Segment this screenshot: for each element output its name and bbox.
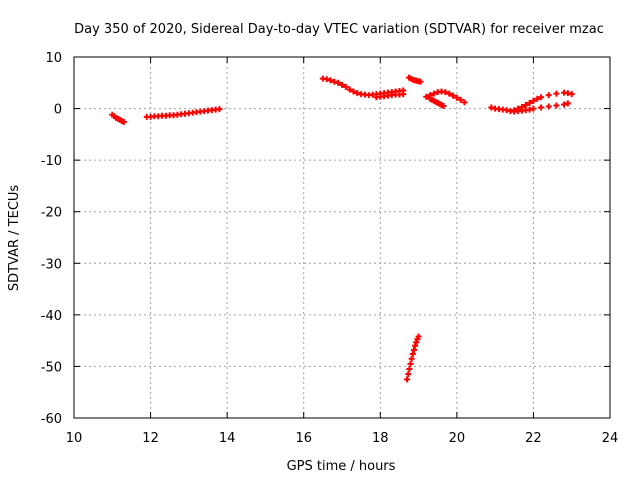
data-point	[457, 96, 464, 103]
data-point	[342, 83, 349, 90]
x-tick-label: 24	[602, 431, 619, 446]
data-point	[564, 100, 571, 107]
y-tick-label: 0	[54, 103, 62, 118]
data-point	[568, 91, 575, 98]
axis-ticks: 10 12 14 16 18 20 22 24 10 0 -10 -20 -30 -40 -50 -60	[41, 51, 619, 446]
x-tick-label: 20	[449, 431, 466, 446]
data-point	[526, 106, 533, 113]
data-point	[538, 104, 545, 111]
data-point	[430, 90, 437, 97]
data-point	[406, 366, 413, 373]
chart-title: Day 350 of 2020, Sidereal Day-to-day VTE…	[74, 22, 604, 37]
y-axis-label: SDTVAR / TECUs	[7, 185, 22, 292]
x-axis-label: GPS time / hours	[287, 459, 396, 474]
data-point	[518, 104, 525, 111]
data-point	[327, 77, 334, 84]
y-tick-label: -60	[41, 412, 62, 427]
data-point	[553, 102, 560, 109]
data-points	[109, 74, 575, 383]
data-point	[407, 360, 414, 367]
data-point	[408, 355, 415, 362]
data-point	[453, 94, 460, 101]
data-point	[534, 95, 541, 102]
data-point	[440, 102, 447, 109]
x-tick-label: 22	[525, 431, 542, 446]
y-tick-label: -40	[41, 309, 62, 324]
data-point	[400, 91, 407, 98]
data-point	[515, 105, 522, 112]
x-tick-label: 12	[142, 431, 159, 446]
data-point	[410, 346, 417, 353]
data-point	[511, 107, 518, 114]
data-point	[413, 339, 420, 346]
data-point	[354, 90, 361, 97]
data-point	[423, 93, 430, 100]
data-point	[120, 118, 127, 125]
data-point	[339, 81, 345, 88]
data-point	[450, 92, 457, 99]
data-point	[561, 101, 568, 108]
data-point	[538, 94, 545, 101]
y-tick-label: -50	[41, 360, 62, 375]
data-point	[335, 79, 342, 86]
x-tick-label: 16	[295, 431, 312, 446]
data-point	[405, 371, 412, 378]
data-point	[545, 103, 552, 110]
data-point	[417, 78, 424, 85]
data-point	[553, 90, 560, 97]
data-point	[526, 99, 533, 106]
data-point	[412, 342, 419, 349]
x-tick-label: 18	[372, 431, 389, 446]
data-point	[564, 90, 571, 97]
y-tick-label: -30	[41, 257, 62, 272]
data-point	[488, 104, 495, 111]
data-point	[415, 333, 422, 340]
data-point	[545, 92, 552, 99]
y-tick-label: -20	[41, 206, 62, 221]
x-tick-label: 10	[66, 431, 83, 446]
data-point	[503, 107, 510, 114]
plot-frame	[73, 56, 611, 419]
data-point	[522, 101, 529, 108]
data-point	[216, 106, 223, 113]
data-point	[350, 88, 357, 95]
data-point	[446, 90, 453, 97]
y-tick-label: 10	[45, 51, 62, 66]
y-tick-label: -10	[41, 154, 62, 169]
data-point	[442, 89, 449, 96]
data-point	[404, 376, 411, 383]
x-tick-label: 14	[219, 431, 236, 446]
data-point	[461, 99, 468, 106]
data-point	[323, 76, 330, 83]
data-point	[346, 86, 353, 93]
data-point	[530, 97, 537, 104]
data-point	[530, 105, 537, 112]
data-point	[331, 78, 338, 85]
data-point	[409, 351, 416, 358]
